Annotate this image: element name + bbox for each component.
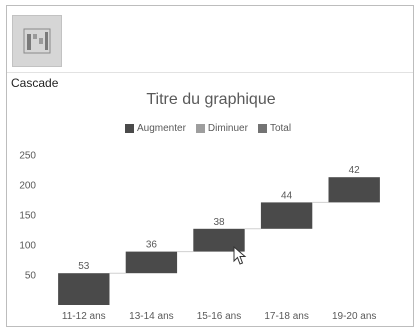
legend-swatch-total [257, 124, 267, 133]
mouse-pointer-icon [233, 245, 247, 271]
legend-swatch-increase [125, 124, 134, 133]
x-tick-label: 19-20 ans [332, 311, 376, 322]
legend-item-increase: Augmenter [125, 123, 186, 134]
legend-label-total: Total [269, 123, 292, 134]
chart-legend[interactable]: Augmenter Diminuer Total [125, 123, 291, 134]
x-tick-label: 15-16 ans [197, 311, 241, 322]
waterfall-bar[interactable] [58, 273, 110, 305]
y-tick-label: 50 [25, 271, 37, 282]
data-label: 36 [146, 240, 158, 251]
data-label: 38 [213, 217, 225, 228]
legend-label-increase: Augmenter [137, 123, 186, 134]
x-tick-label: 17-18 ans [264, 311, 308, 322]
y-tick-label: 150 [19, 211, 36, 222]
y-tick-label: 250 [19, 151, 36, 162]
x-tick-label: 13-14 ans [129, 311, 173, 322]
waterfall-chart-icon[interactable] [12, 15, 62, 67]
x-tick-label: 11-12 ans [62, 311, 106, 322]
panel-divider [7, 72, 413, 73]
data-label: 44 [281, 190, 293, 201]
waterfall-bar[interactable] [260, 202, 313, 229]
waterfall-bar[interactable] [125, 251, 178, 274]
legend-swatch-decrease [195, 124, 205, 133]
waterfall-bar[interactable] [193, 228, 245, 252]
legend-item-decrease: Diminuer [195, 123, 248, 134]
data-label: 53 [78, 261, 90, 272]
legend-item-total: Total [257, 123, 292, 134]
legend-label-decrease: Diminuer [207, 123, 248, 134]
chart-type-label: Cascade [11, 76, 59, 90]
chart-title[interactable]: Titre du graphique [146, 91, 276, 108]
y-tick-label: 100 [19, 241, 36, 252]
waterfall-bar[interactable] [328, 177, 380, 203]
data-label: 42 [349, 165, 361, 176]
y-tick-label: 200 [19, 181, 36, 192]
